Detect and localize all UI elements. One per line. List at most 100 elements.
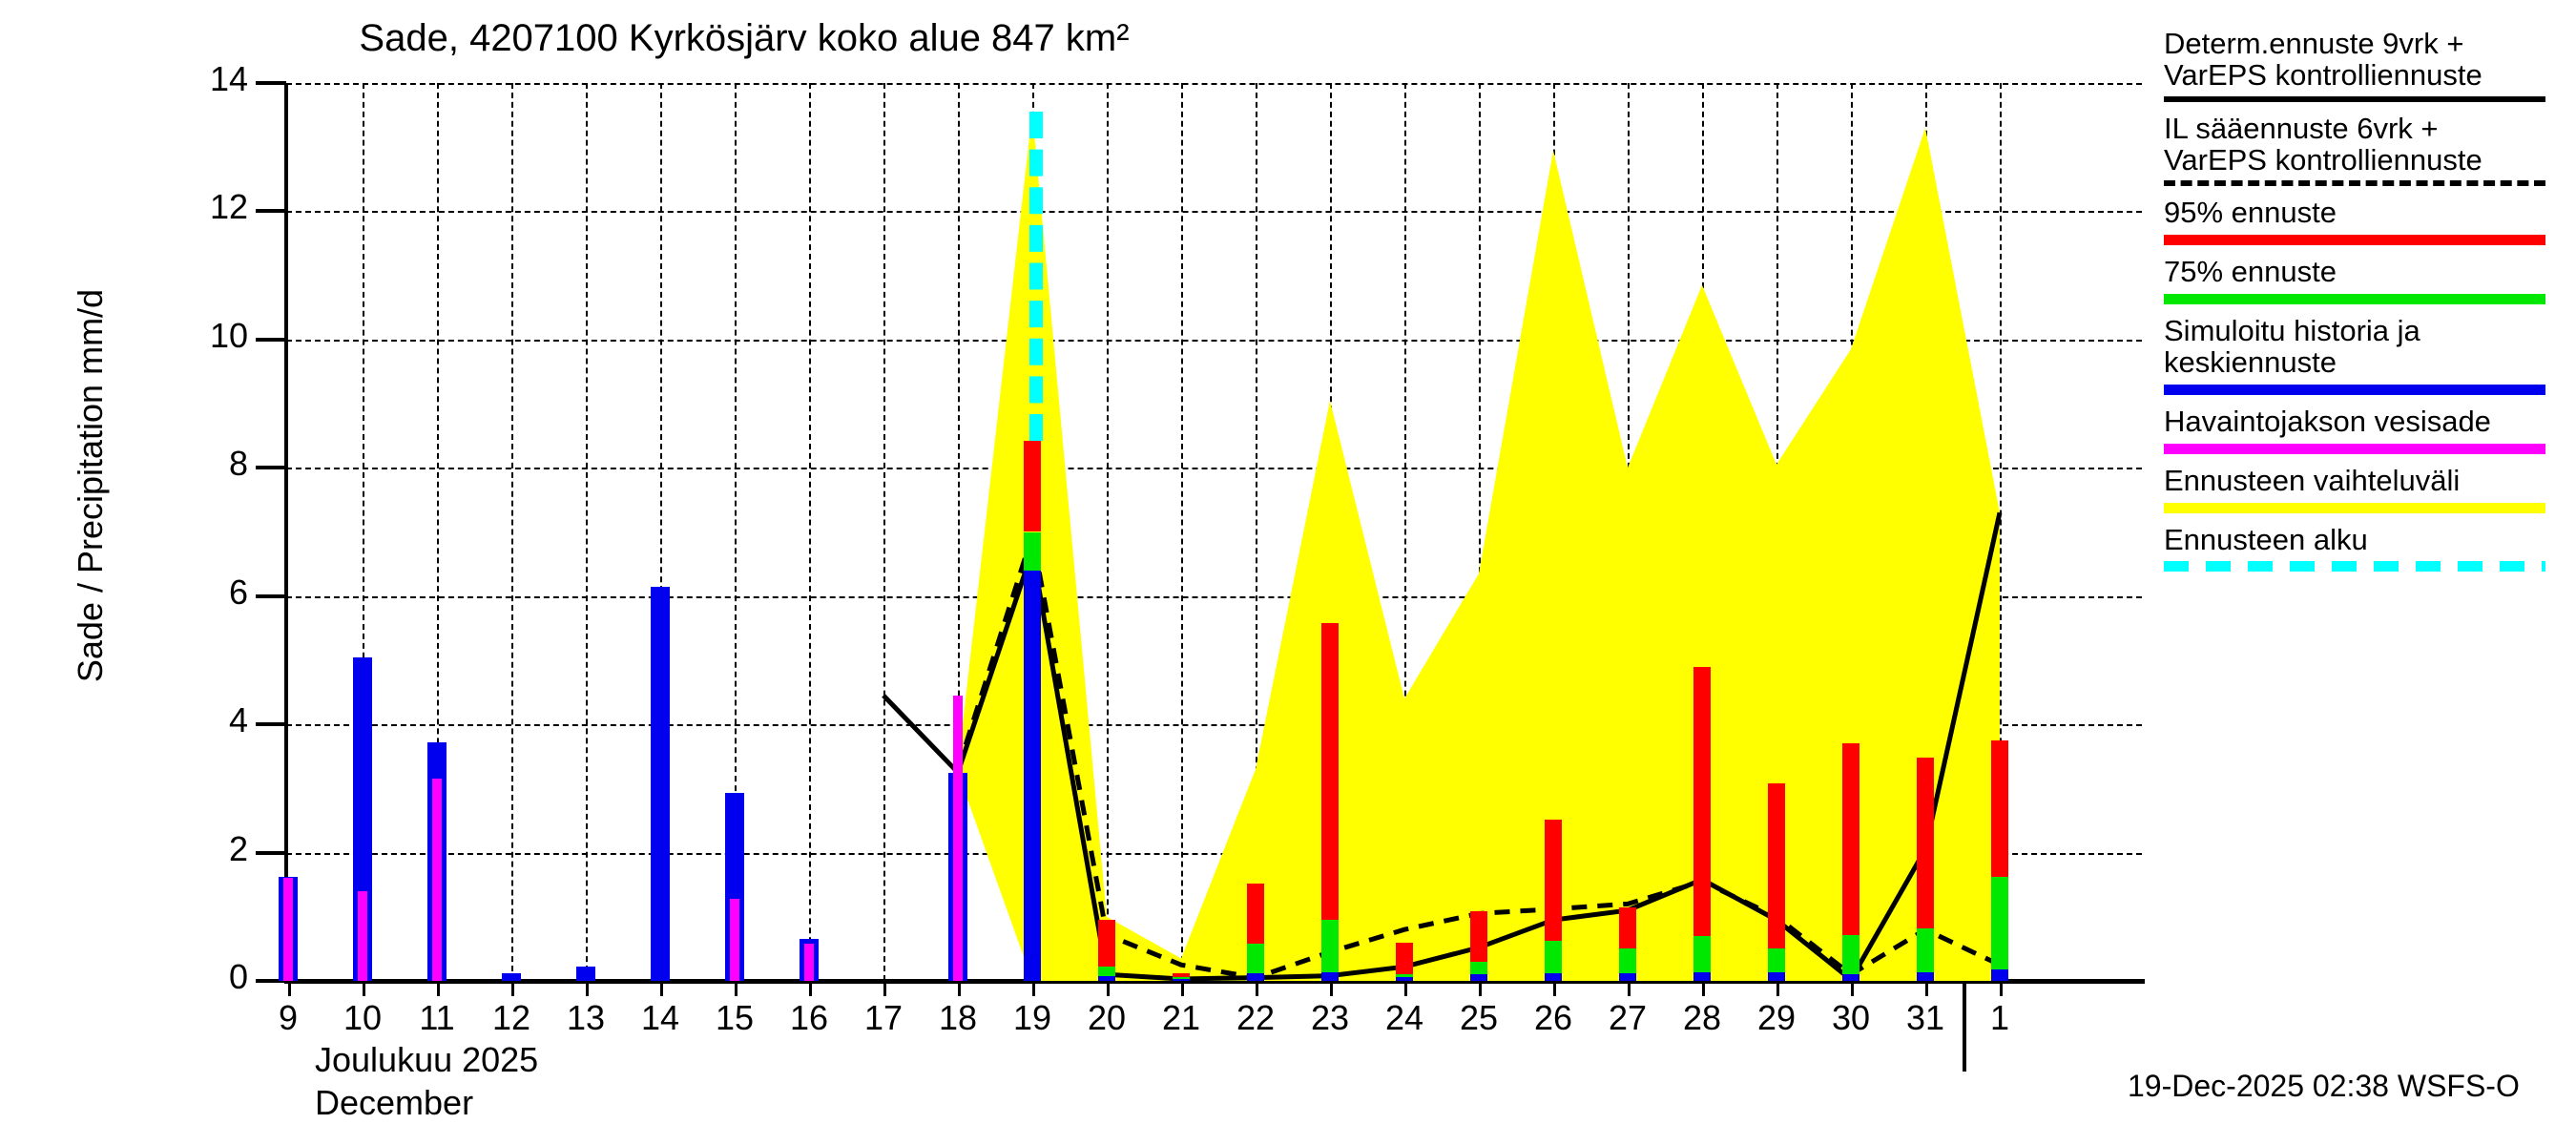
x-axis-tick-label: 20 — [1087, 998, 1127, 1037]
bar-simulated — [651, 586, 670, 981]
legend-marker — [2164, 443, 2545, 454]
gridline-horizontal — [286, 595, 2142, 598]
bar-p95 — [1693, 666, 1711, 936]
x-axis-tick-label: 24 — [1384, 998, 1424, 1037]
gridline-vertical — [660, 83, 662, 981]
forecast-origin-tick — [1963, 981, 1966, 1072]
bar-observed — [804, 944, 814, 981]
gridline-horizontal — [286, 468, 2142, 470]
x-axis-tick-label: 13 — [566, 998, 606, 1037]
gridline-vertical — [1107, 83, 1109, 981]
legend-item: 95% ennuste — [2164, 196, 2565, 246]
bar-simulated — [1842, 974, 1859, 981]
legend-marker — [2164, 561, 2545, 572]
bar-p75 — [1619, 948, 1636, 973]
x-axis-tick-label: 12 — [491, 998, 531, 1037]
bar-p95 — [1173, 972, 1190, 977]
bar-p95 — [1024, 441, 1041, 532]
x-axis-tick — [1256, 981, 1258, 996]
bar-p75 — [1173, 976, 1190, 979]
gridline-vertical — [511, 83, 513, 981]
x-axis-tick — [1181, 981, 1184, 996]
x-axis-tick-label: 18 — [938, 998, 978, 1037]
x-axis-tick — [1851, 981, 1854, 996]
x-axis-tick — [586, 981, 589, 996]
x-axis-tick-label: 10 — [343, 998, 383, 1037]
bar-simulated — [1321, 971, 1339, 981]
x-axis-tick-label: 17 — [863, 998, 904, 1037]
gridline-vertical — [1479, 83, 1481, 981]
bar-p95 — [1842, 743, 1859, 935]
bar-p75 — [1321, 920, 1339, 972]
x-axis-tick-label: 26 — [1533, 998, 1573, 1037]
bar-p75 — [1768, 948, 1785, 972]
gridline-horizontal — [286, 339, 2142, 342]
legend-marker — [2164, 180, 2545, 187]
gridline-vertical — [809, 83, 811, 981]
x-axis-tick-label: 29 — [1756, 998, 1797, 1037]
bar-p75 — [1991, 877, 2008, 969]
x-axis-tick-label: 27 — [1608, 998, 1648, 1037]
y-axis-tick-label: 6 — [228, 572, 248, 612]
x-axis-tick — [288, 981, 291, 996]
x-axis-tick — [2000, 981, 2003, 996]
x-axis-tick — [1032, 981, 1035, 996]
bar-p95 — [1321, 622, 1339, 921]
bar-observed — [358, 890, 367, 981]
x-axis-tick-label: 30 — [1831, 998, 1871, 1037]
x-axis-tick — [1330, 981, 1333, 996]
bar-simulated — [1545, 972, 1562, 981]
legend-label: Ennusteen vaihteluväli — [2164, 463, 2461, 497]
y-axis-tick-label: 0 — [228, 957, 248, 996]
x-axis-tick — [1776, 981, 1779, 996]
gridline-vertical — [437, 83, 439, 981]
x-axis-tick-label: 25 — [1459, 998, 1499, 1037]
plot-area — [279, 83, 2142, 984]
legend-label: IL sääennuste 6vrk + VarEPS kontrollienn… — [2164, 111, 2483, 177]
bar-simulated — [1917, 971, 1934, 981]
legend-marker — [2164, 294, 2545, 305]
bar-simulated — [1024, 570, 1041, 981]
bar-simulated — [1396, 976, 1413, 981]
gridline-vertical — [883, 83, 885, 981]
x-axis-tick — [735, 981, 737, 996]
x-axis-tick-label: 1 — [1989, 998, 2010, 1037]
legend-label: 95% ennuste — [2164, 196, 2337, 230]
bar-simulated — [1619, 972, 1636, 981]
legend-item: IL sääennuste 6vrk + VarEPS kontrollienn… — [2164, 111, 2565, 187]
gridline-vertical — [1404, 83, 1406, 981]
legend-item: Determ.ennuste 9vrk + VarEPS kontrollien… — [2164, 28, 2565, 102]
x-axis-tick-label: 14 — [640, 998, 680, 1037]
bar-simulated — [1693, 971, 1711, 981]
y-axis-tick-label: 10 — [209, 315, 248, 355]
x-axis-tick-label: 11 — [419, 998, 455, 1037]
x-axis-tick — [1404, 981, 1407, 996]
legend-item: 75% ennuste — [2164, 256, 2565, 305]
legend-label: Simuloitu historia ja keskiennuste — [2164, 314, 2420, 380]
bar-p95 — [1396, 942, 1413, 975]
bar-p75 — [1842, 934, 1859, 975]
bar-observed — [432, 779, 442, 981]
x-axis-tick — [437, 981, 440, 996]
gridline-vertical — [735, 83, 737, 981]
y-axis-tick-label: 2 — [228, 828, 248, 868]
forecast-lines — [882, 511, 2003, 984]
x-axis-tick — [1553, 981, 1556, 996]
x-axis-month-fi: Joulukuu 2025 — [315, 1040, 539, 1079]
gridline-horizontal — [286, 211, 2142, 214]
x-axis-tick-label: 23 — [1310, 998, 1350, 1037]
bar-observed — [283, 878, 293, 981]
legend-marker — [2164, 502, 2545, 513]
bar-simulated — [576, 967, 595, 981]
bar-p95 — [1098, 920, 1115, 968]
bar-p95 — [1545, 819, 1562, 942]
bar-p75 — [1024, 531, 1041, 571]
y-axis-tick — [256, 593, 286, 598]
bar-simulated — [1173, 978, 1190, 981]
legend: Determ.ennuste 9vrk + VarEPS kontrollien… — [2164, 28, 2565, 583]
legend-marker — [2164, 235, 2545, 246]
x-axis-tick-label: 15 — [715, 998, 755, 1037]
bar-p95 — [1247, 883, 1264, 944]
bar-simulated — [1991, 968, 2008, 981]
